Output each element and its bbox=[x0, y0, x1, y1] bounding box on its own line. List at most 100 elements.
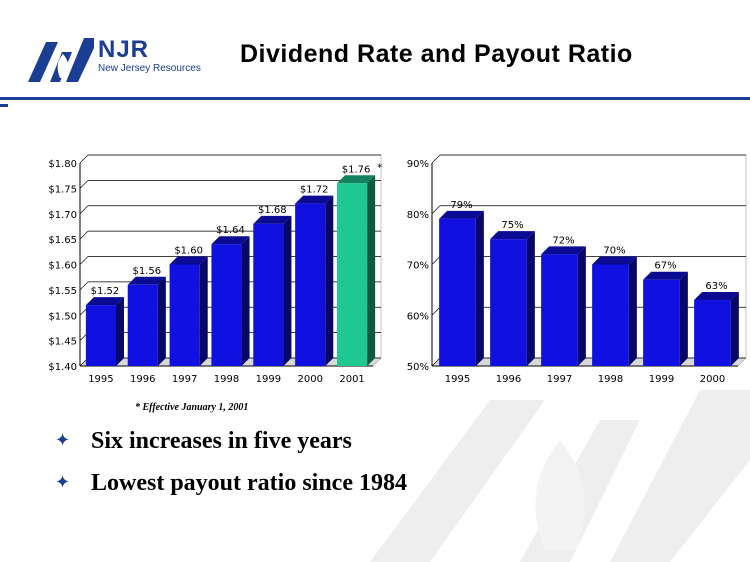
y-tick-label: $1.70 bbox=[48, 210, 77, 221]
x-tick-label: 1998 bbox=[214, 374, 239, 385]
njr-logo-icon bbox=[28, 38, 94, 82]
x-tick-label: 1998 bbox=[598, 374, 623, 385]
title-divider bbox=[0, 97, 750, 100]
bar bbox=[439, 218, 476, 366]
bar-top bbox=[295, 195, 334, 204]
bar-side bbox=[526, 231, 535, 366]
y-tick-label: $1.45 bbox=[48, 337, 77, 348]
x-tick-label: 1999 bbox=[256, 374, 281, 385]
data-label: $1.76 bbox=[342, 164, 371, 175]
gridline-edge bbox=[79, 281, 89, 291]
gridline-edge bbox=[79, 180, 89, 189]
y-tick-label: 50% bbox=[407, 362, 429, 373]
bar-side bbox=[157, 276, 166, 366]
bar-top bbox=[211, 236, 250, 245]
gridline-edge bbox=[431, 256, 441, 265]
gridline-edge bbox=[431, 357, 441, 367]
data-label: 70% bbox=[603, 246, 625, 257]
data-label: 63% bbox=[705, 281, 727, 292]
gridline-edge bbox=[431, 154, 441, 164]
bar bbox=[592, 264, 629, 366]
logo-name: NJR bbox=[98, 36, 150, 63]
chart-footnote: * Effective January 1, 2001 bbox=[135, 402, 249, 413]
data-label: $1.64 bbox=[216, 225, 245, 236]
bar-top bbox=[694, 292, 739, 301]
y-tick-label: 60% bbox=[407, 311, 429, 322]
bullet-text: Six increases in five years bbox=[91, 428, 352, 454]
highlight-marker: * bbox=[377, 162, 382, 173]
data-label: 72% bbox=[552, 235, 574, 246]
page-title: Dividend Rate and Payout Ratio bbox=[240, 40, 633, 68]
bar-top bbox=[253, 215, 292, 224]
bar bbox=[253, 223, 284, 366]
title-divider-accent bbox=[0, 104, 8, 107]
payout-ratio-chart: 50% 60% 70% 80% 90% 79% 1995 75% 1996 72% 1997 70% 1… bbox=[407, 154, 747, 385]
x-tick-label: 1997 bbox=[547, 374, 572, 385]
data-label: 75% bbox=[501, 220, 523, 231]
x-tick-label: 1996 bbox=[496, 374, 521, 385]
x-tick-label: 2001 bbox=[339, 374, 364, 385]
company-logo: NJR New Jersey Resources bbox=[28, 36, 228, 82]
data-label: $1.56 bbox=[132, 266, 161, 277]
bar-top bbox=[127, 276, 166, 285]
bar-side bbox=[325, 195, 334, 366]
bar bbox=[169, 264, 200, 366]
x-tick-label: 1996 bbox=[130, 374, 155, 385]
gridline-edge bbox=[79, 205, 89, 214]
x-tick-label: 1995 bbox=[88, 374, 113, 385]
bar-side bbox=[367, 175, 376, 366]
bar-side bbox=[730, 292, 739, 366]
bar-side bbox=[628, 256, 637, 366]
y-tick-label: $1.60 bbox=[48, 261, 77, 272]
data-label: 67% bbox=[654, 261, 676, 272]
y-tick-label: 80% bbox=[407, 210, 429, 221]
bar-top bbox=[439, 210, 484, 219]
bar-side bbox=[577, 246, 586, 366]
gridline-edge bbox=[431, 205, 441, 214]
bar-top bbox=[643, 271, 688, 280]
bullet-text: Lowest payout ratio since 1984 bbox=[91, 470, 407, 496]
bar bbox=[694, 300, 731, 366]
bar-top bbox=[337, 175, 376, 184]
data-label: $1.72 bbox=[300, 185, 329, 196]
bar bbox=[541, 254, 578, 366]
y-tick-label: 70% bbox=[407, 261, 429, 272]
data-label: $1.68 bbox=[258, 205, 287, 216]
bar bbox=[127, 284, 158, 366]
gridline-edge bbox=[431, 307, 441, 316]
bar bbox=[643, 279, 680, 366]
y-tick-label: $1.40 bbox=[48, 362, 77, 373]
bar bbox=[85, 305, 116, 366]
bar-side bbox=[115, 297, 124, 366]
y-tick-label: $1.75 bbox=[48, 184, 77, 195]
bar-top bbox=[541, 246, 586, 255]
x-tick-label: 1997 bbox=[172, 374, 197, 385]
bar bbox=[490, 239, 527, 366]
gridline-edge bbox=[79, 230, 89, 240]
x-tick-label: 2000 bbox=[297, 374, 322, 385]
bar bbox=[211, 244, 242, 366]
watermark-logo bbox=[370, 390, 750, 562]
data-label: $1.60 bbox=[174, 246, 203, 257]
bar-side bbox=[283, 215, 292, 366]
bar-top bbox=[490, 231, 535, 240]
x-tick-label: 1995 bbox=[445, 374, 470, 385]
y-tick-label: $1.65 bbox=[48, 235, 77, 246]
bar-side bbox=[475, 210, 484, 366]
y-tick-label: $1.80 bbox=[48, 159, 77, 170]
bar-top bbox=[592, 256, 637, 265]
dividend-rate-chart: $1.40 $1.45 $1.50 $1.55 $1.60 $1.65 $1.70 $1.75… bbox=[48, 154, 382, 385]
bullet-star-icon: ✦ bbox=[55, 430, 71, 450]
bar-side bbox=[679, 271, 688, 366]
gridline-edge bbox=[79, 154, 89, 164]
bar-side bbox=[241, 236, 250, 366]
bullet-star-icon: ✦ bbox=[55, 472, 71, 492]
y-tick-label: $1.55 bbox=[48, 286, 77, 297]
logo-subtitle: New Jersey Resources bbox=[98, 63, 201, 74]
bar bbox=[295, 203, 326, 366]
y-tick-label: $1.50 bbox=[48, 311, 77, 322]
data-label: 79% bbox=[450, 200, 472, 211]
x-tick-label: 1999 bbox=[649, 374, 674, 385]
x-tick-label: 2000 bbox=[700, 374, 725, 385]
bar-top bbox=[85, 297, 124, 306]
